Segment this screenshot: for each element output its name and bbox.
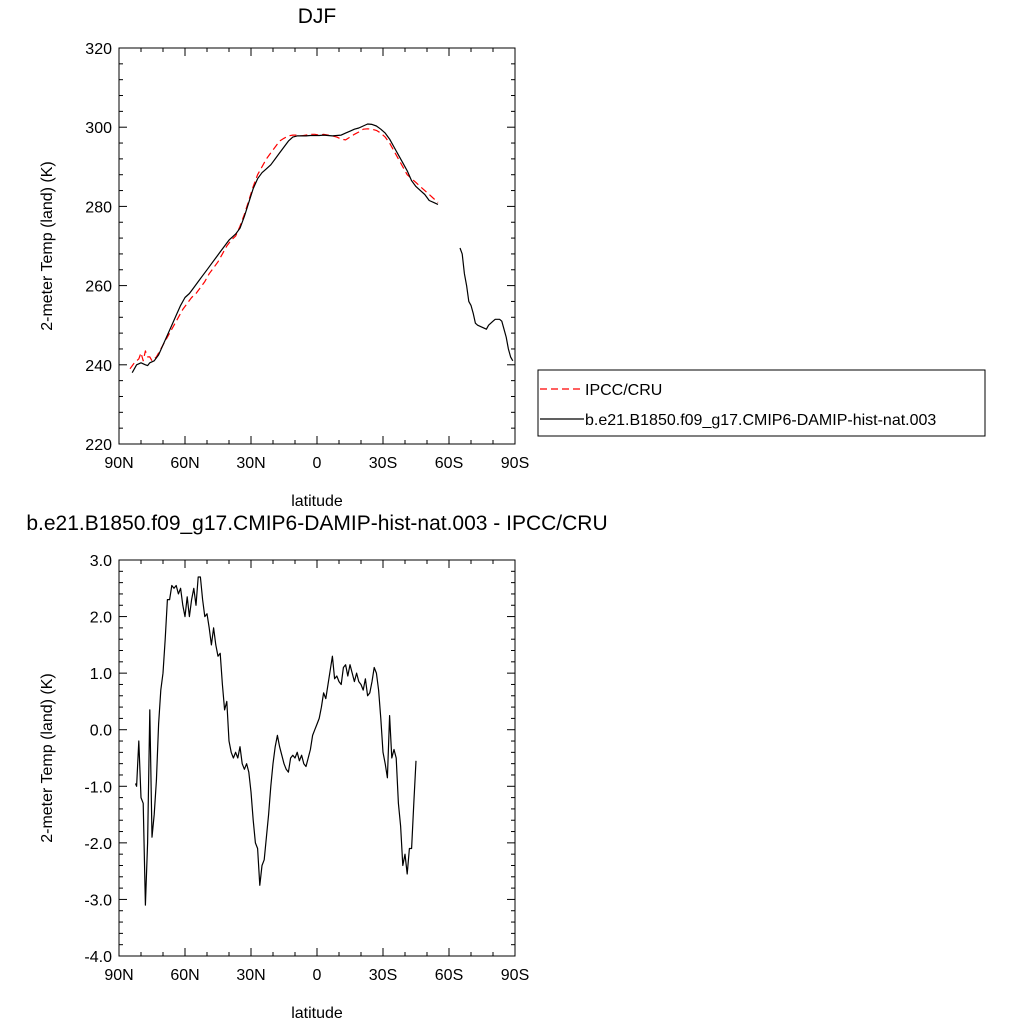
- y-tick-label: 240: [85, 358, 112, 375]
- legend-entry-model: b.e21.B1850.f09_g17.CMIP6-DAMIP-hist-nat…: [585, 412, 936, 429]
- x-tick-label: 90N: [104, 967, 133, 984]
- y-tick-label: 260: [85, 279, 112, 296]
- x-tick-label: 30N: [236, 455, 265, 472]
- y-tick-label: 3.0: [90, 553, 112, 570]
- x-tick-label: 0: [313, 967, 322, 984]
- y-tick-label: 300: [85, 120, 112, 137]
- y-tick-label: 1.0: [90, 666, 112, 683]
- y-tick-label: 220: [85, 437, 112, 454]
- x-tick-label: 30S: [369, 967, 397, 984]
- y-tick-label: -2.0: [84, 836, 112, 853]
- x-tick-label: 0: [313, 455, 322, 472]
- y-tick-label: 2.0: [90, 610, 112, 627]
- y-tick-label: 0.0: [90, 723, 112, 740]
- series-line-ipcc-cru: [129, 128, 439, 370]
- y-axis-label: 2-meter Temp (land) (K): [39, 673, 56, 843]
- x-axis-label: latitude: [291, 1005, 343, 1022]
- plot-area: 90N 60N 30N 0 30S 60S 90S -4.0 -3.0 -2.0 -1.0 0.0 1.…: [84, 553, 529, 984]
- series-line-model: [459, 247, 514, 362]
- chart-panel-difference: b.e21.B1850.f09_g17.CMIP6-DAMIP-hist-nat…: [26, 512, 607, 1022]
- x-tick-label: 60S: [435, 455, 463, 472]
- y-tick-label: -1.0: [84, 779, 112, 796]
- chart-title: DJF: [298, 5, 337, 28]
- x-tick-label: 30N: [236, 967, 265, 984]
- x-tick-label: 90N: [104, 455, 133, 472]
- x-tick-label: 60N: [170, 455, 199, 472]
- series-line-model: [134, 576, 417, 906]
- y-tick-label: 320: [85, 41, 112, 58]
- x-tick-label: 60S: [435, 967, 463, 984]
- legend: IPCC/CRU b.e21.B1850.f09_g17.CMIP6-DAMIP…: [537, 369, 986, 437]
- y-axis-label: 2-meter Temp (land) (K): [39, 161, 56, 331]
- chart-title: b.e21.B1850.f09_g17.CMIP6-DAMIP-hist-nat…: [26, 512, 607, 535]
- y-tick-label: -3.0: [84, 892, 112, 909]
- x-tick-label: 30S: [369, 455, 397, 472]
- chart-panel-djf: DJF latitude 2-meter Temp (land) (K) 90N…: [39, 5, 529, 510]
- x-tick-label: 90S: [501, 967, 529, 984]
- x-tick-label: 60N: [170, 967, 199, 984]
- series-line-model: [131, 123, 439, 373]
- y-tick-label: 280: [85, 199, 112, 216]
- plot-area: 90N 60N 30N 0 30S 60S 90S 220 240 260 280 300 320: [85, 41, 529, 472]
- y-tick-label: -4.0: [84, 949, 112, 966]
- legend-box: [537, 369, 986, 437]
- x-axis-label: latitude: [291, 493, 343, 510]
- legend-entry-ipcc-cru: IPCC/CRU: [585, 382, 662, 399]
- x-tick-label: 90S: [501, 455, 529, 472]
